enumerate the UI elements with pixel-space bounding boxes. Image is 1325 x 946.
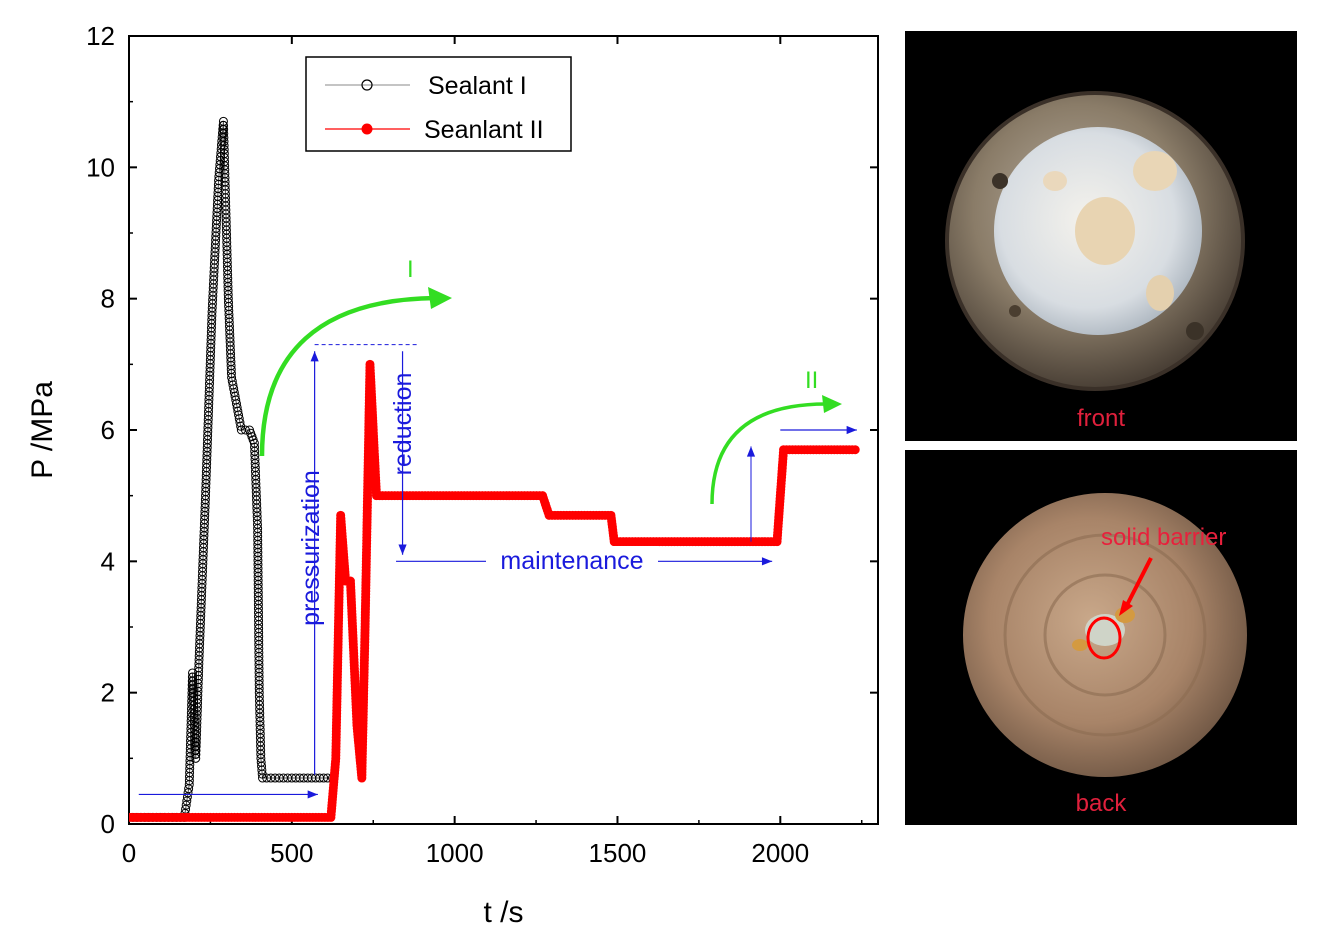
y-tick-label: 6: [101, 415, 115, 445]
legend-label-2: Seanlant II: [424, 116, 544, 144]
photo-front-seal: front: [905, 31, 1297, 441]
y-tick-label: 8: [101, 284, 115, 314]
series-1: [129, 116, 338, 822]
stage2-curve: [710, 402, 827, 505]
legend-label-1: Sealant I: [428, 72, 527, 100]
stage2-right-arrow-head: [846, 425, 857, 435]
barrier-arrow: [1124, 557, 1153, 608]
x-tick-label: 0: [122, 838, 136, 868]
x-tick-label: 2000: [751, 838, 809, 868]
barrier-circle: [1086, 616, 1122, 660]
legend-box: [305, 56, 572, 152]
x-tick-label: 1500: [589, 838, 647, 868]
photo-back-seal: solid barrier back: [905, 450, 1297, 825]
stage1-label: I: [407, 256, 414, 283]
maintenance-label-bg: [486, 546, 658, 576]
reduction-label: reduction: [389, 373, 417, 476]
y-tick-label: 4: [101, 546, 115, 576]
maintenance-arrow-head: [761, 557, 773, 566]
stage2-curve-head: [822, 395, 842, 413]
legend: [305, 56, 572, 152]
pressurization-arrow-head: [310, 351, 319, 362]
series-1-point: [319, 773, 329, 783]
maintenance-label: maintenance: [500, 547, 643, 575]
reduction-arrow-head: [398, 544, 407, 555]
pressure-chart: 0 500 1000 1500 2000 0 2 4 6 8 10 12 t /s P /MPa Seala…: [26, 21, 879, 929]
series-2-point: [850, 445, 860, 455]
series-1-point: [240, 425, 250, 435]
stage1-curve: [259, 295, 437, 457]
back-seal-image: [963, 493, 1247, 777]
x-axis-title: t /s: [483, 896, 523, 929]
front-label: front: [1076, 405, 1126, 432]
legend-marker-1: [361, 79, 373, 91]
solid-barrier-label: solid barrier: [1101, 524, 1227, 551]
x-tick-label: 500: [270, 838, 313, 868]
front-seal-image: [945, 91, 1245, 391]
y-tick-label: 10: [86, 152, 115, 182]
legend-marker-2: [361, 123, 373, 135]
y-tick-label: 0: [101, 809, 115, 839]
back-label: back: [1075, 790, 1127, 817]
stage2-label: II: [805, 367, 818, 394]
series-2: [129, 359, 860, 822]
stage2-up-arrow-head: [746, 446, 756, 457]
x-tick-label: 1000: [426, 838, 484, 868]
annotations: [138, 287, 857, 799]
y-axis-title: P /MPa: [26, 381, 59, 479]
plot-area: [129, 116, 860, 822]
stage1-curve-head: [428, 287, 452, 309]
pressurization-label: pressurization: [297, 470, 325, 626]
y-tick-label: 2: [101, 678, 115, 708]
y-tick-label: 12: [86, 21, 115, 51]
initial-arrow-head: [307, 790, 318, 799]
